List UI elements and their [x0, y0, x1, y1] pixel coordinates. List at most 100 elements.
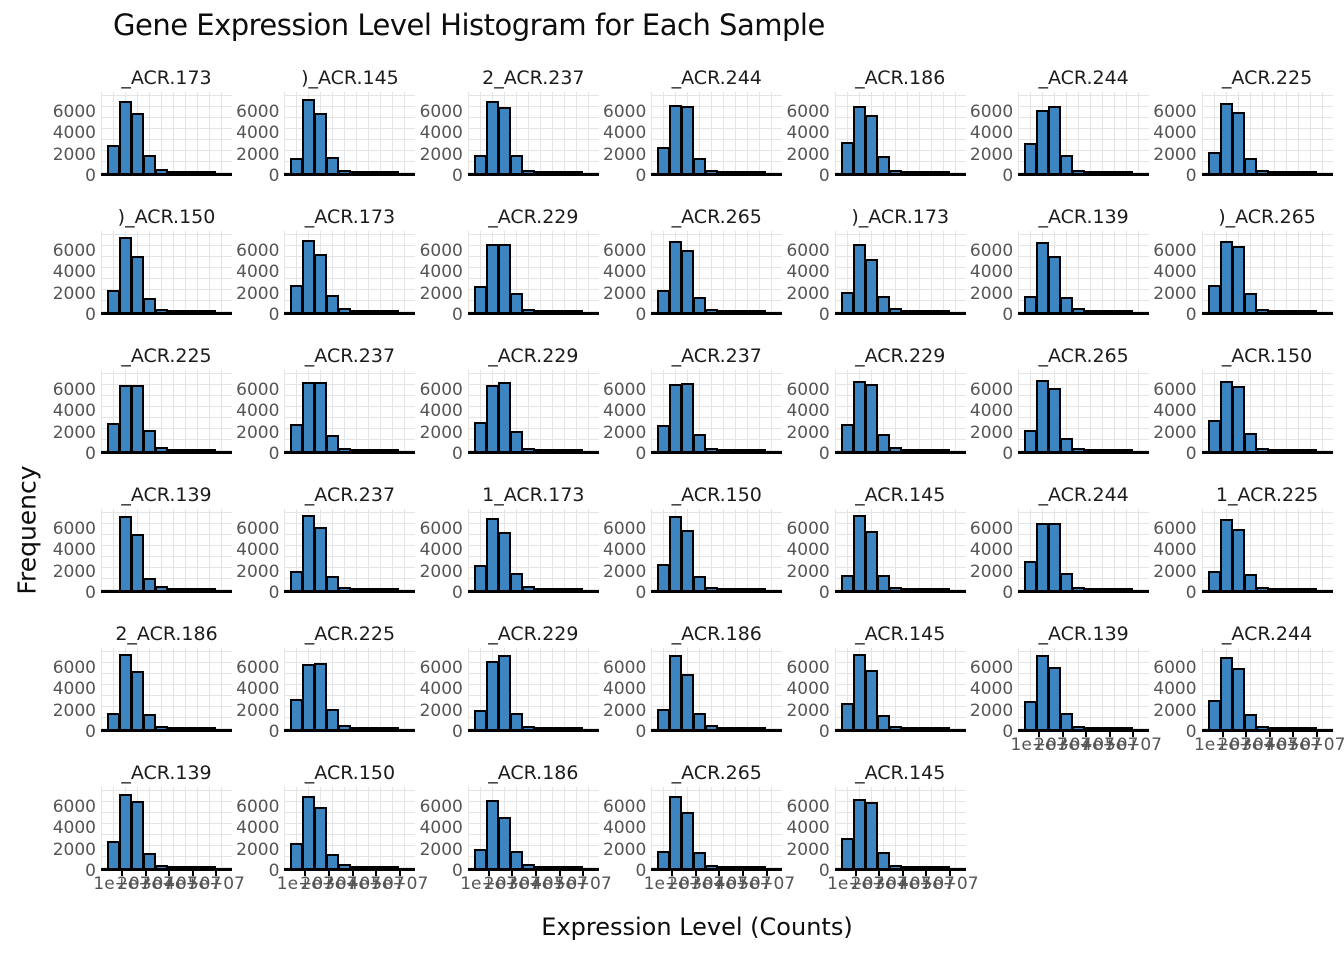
y-tick-label: 6000: [603, 102, 647, 123]
y-tick-labels: 0 2000 4000 6000: [603, 509, 651, 602]
histogram-bar: [569, 727, 583, 729]
y-tick-label: 6000: [236, 519, 280, 540]
y-tick-label: 4000: [603, 818, 647, 839]
y-tick-labels: 0 2000 4000 6000: [53, 370, 101, 463]
y-tick-label: 2000: [419, 422, 463, 443]
facet-title: _ACR.225: [121, 345, 212, 367]
histogram-bar: [1243, 714, 1257, 729]
histogram-bar: [1120, 727, 1134, 729]
facet-title: _ACR.225: [1221, 67, 1313, 89]
facet-title: 2_ACR.186: [115, 623, 218, 645]
y-tick-label: 6000: [52, 658, 96, 679]
y-tick-labels: 0 2000 4000 6000: [52, 787, 101, 880]
y-tick-labels: 0 2000 4000 6000: [786, 231, 835, 324]
facet-title: _ACR.229: [488, 623, 579, 645]
x-tick-mark: [1061, 732, 1064, 737]
y-tick-label: 2000: [419, 700, 463, 721]
histogram-plot-area: [101, 231, 232, 315]
histogram-bar: [131, 385, 144, 451]
y-tick-label: 2000: [419, 561, 463, 582]
facet-title: _ACR.139: [121, 762, 212, 784]
facet: 2_ACR.237 0 2000 4000 6000: [420, 60, 605, 199]
y-tick-label: 0: [818, 583, 830, 603]
x-tick-mark: [1038, 732, 1041, 737]
y-tick-label: 2000: [236, 839, 280, 860]
histogram-bar: [693, 158, 707, 173]
facet: _ACR.150 0 2000 4000 6000: [603, 477, 788, 616]
histogram-plot-area: [1201, 648, 1333, 737]
x-tick-label: 3e+07: [1241, 735, 1299, 755]
y-tick-label: 2000: [1153, 422, 1197, 443]
histogram-bar: [936, 588, 950, 590]
histogram-bar: [1060, 297, 1074, 312]
histogram-bar: [326, 576, 340, 590]
y-tick-labels: 0 2000 4000 6000: [419, 648, 468, 741]
y-tick-label: 4000: [969, 401, 1014, 422]
x-tick-label: 3e+07: [690, 874, 748, 894]
y-tick-label: 2000: [603, 422, 647, 443]
histogram-bar: [1303, 310, 1317, 312]
x-tick-label: 5e+07: [1104, 735, 1162, 755]
x-tick-labels: 1e+07 2e+07 3e+07 4e+07 5e+07: [827, 871, 978, 895]
y-tick-label: 6000: [603, 380, 647, 401]
histogram-plot-area: [834, 509, 966, 593]
histogram-bar: [1243, 574, 1257, 590]
facet: _ACR.139 0 2000 4000 6000 1e+07 2e+07 3e+07 4e+0…: [969, 616, 1162, 755]
y-tick-label: 4000: [1153, 679, 1197, 700]
x-tick-label: 4e+07: [1081, 735, 1139, 755]
x-tick-mark: [901, 871, 904, 876]
y-tick-label: 4000: [603, 401, 647, 422]
histogram-bar: [1120, 310, 1134, 312]
histogram-bar: [386, 310, 400, 312]
y-tick-label: 6000: [969, 658, 1014, 679]
histogram-bar: [753, 588, 767, 590]
histogram-bar: [143, 578, 156, 590]
x-tick-label: 1e+07: [827, 874, 885, 894]
histogram-plot-area: [651, 370, 783, 454]
y-tick-label: 2000: [969, 422, 1014, 443]
y-tick-label: 6000: [603, 797, 647, 818]
histogram-bar: [1231, 668, 1245, 729]
x-tick-labels: 1e+07 2e+07 3e+07 4e+07 5e+07: [1194, 732, 1344, 756]
x-tick-mark: [1221, 732, 1224, 737]
x-tick-label: 4e+07: [1264, 735, 1322, 755]
histogram-bar: [131, 534, 144, 590]
facet-title: _ACR.145: [855, 484, 946, 506]
facet-title: _ACR.237: [304, 484, 396, 506]
facet-title: _ACR.173: [121, 67, 212, 89]
y-tick-label: 4000: [236, 679, 280, 700]
histogram-bar: [497, 817, 511, 868]
facet: _ACR.244 0 2000 4000 6000: [970, 477, 1155, 616]
y-tick-label: 0: [268, 861, 280, 881]
x-tick-label: 1e+07: [276, 874, 334, 894]
histogram-plot-area: [1201, 509, 1333, 593]
y-tick-label: 6000: [236, 797, 280, 818]
histogram-plot-area: [284, 92, 416, 176]
histogram-plot-area: [101, 648, 232, 732]
histogram-bar: [681, 674, 695, 729]
facet: _ACR.139 0 2000 4000 6000: [52, 477, 238, 616]
histogram-bar: [681, 250, 695, 312]
y-tick-label: 6000: [236, 380, 280, 401]
y-tick-label: 4000: [52, 818, 96, 839]
x-tick-label: 2e+07: [483, 874, 541, 894]
y-tick-label: 4000: [603, 679, 647, 700]
x-tick-mark: [1132, 732, 1135, 737]
y-tick-label: 2000: [52, 700, 96, 721]
histogram-bar: [876, 715, 890, 729]
x-tick-mark: [351, 871, 354, 876]
y-tick-label: 2000: [52, 561, 96, 582]
x-tick-label: 2e+07: [850, 874, 908, 894]
histogram-plot-area: [101, 92, 232, 176]
histogram-plot-area: [834, 648, 966, 732]
histogram-bar: [509, 431, 523, 451]
histogram-plot-area: [284, 370, 416, 454]
y-tick-label: 0: [635, 305, 647, 325]
y-tick-label: 4000: [236, 401, 280, 422]
y-axis-label: Frequency: [12, 465, 42, 595]
histogram-bar: [1048, 106, 1062, 173]
histogram-bar: [864, 802, 878, 868]
histogram-plot-area: [834, 370, 966, 454]
histogram-bar: [143, 298, 156, 312]
histogram-bar: [203, 449, 216, 451]
